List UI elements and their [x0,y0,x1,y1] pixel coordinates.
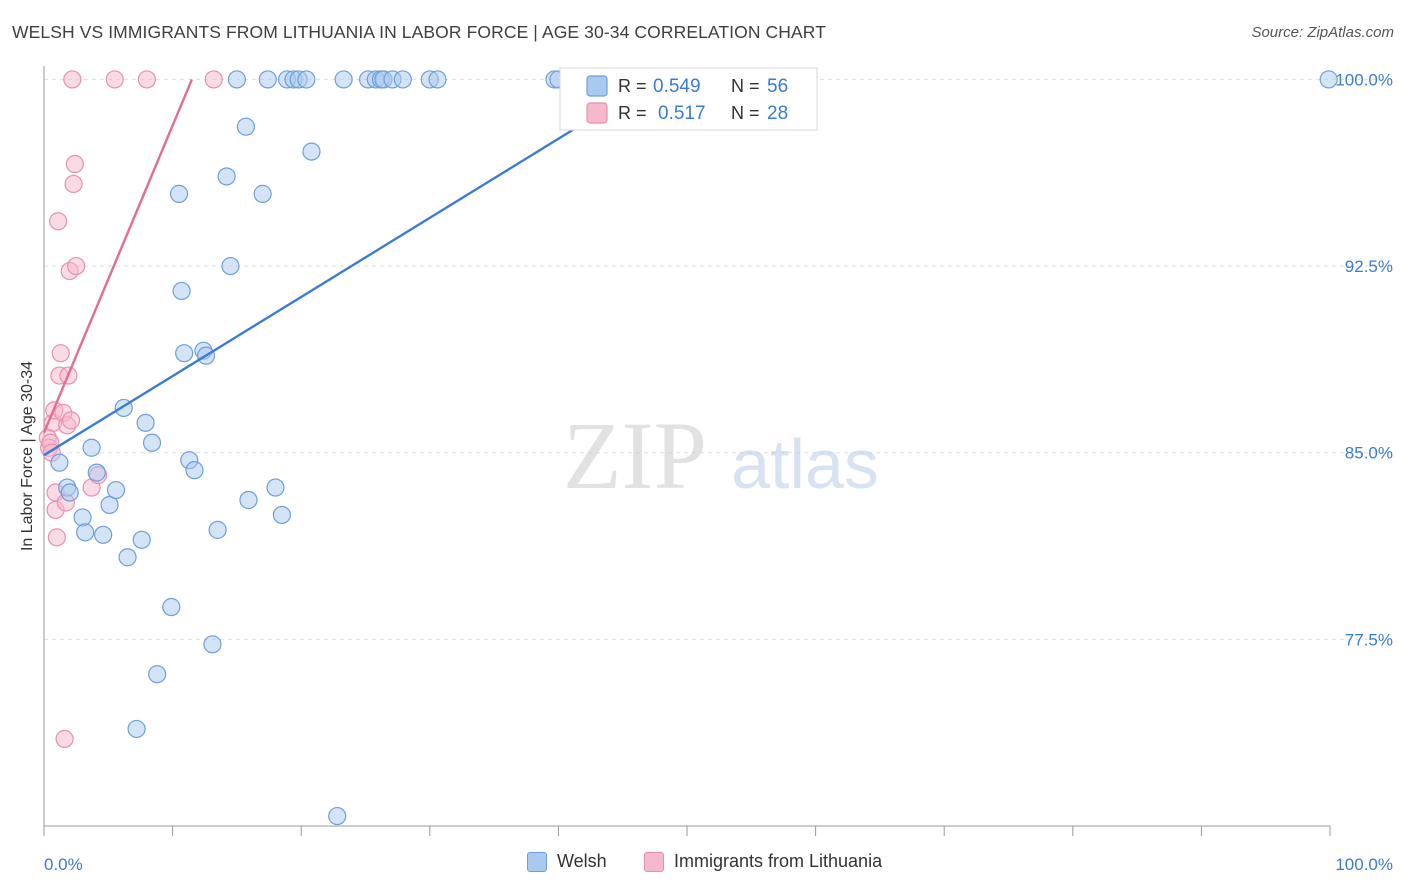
x-tick-label-0: 0.0% [44,855,83,874]
legend-n-label-lithuania: N = [731,103,760,123]
welsh-point-16 [148,665,167,684]
lithuania-point-8 [47,528,66,547]
legend-n-value-welsh: 56 [767,76,788,97]
legend-label-lithuania: Immigrants from Lithuania [674,851,883,871]
lithuania-point-18 [61,411,81,430]
y-tick-label-0: 77.5% [1345,630,1393,649]
welsh-point-50 [428,70,447,89]
watermark-atlas: atlas [731,425,879,503]
legend-r-label-lithuania: R = [618,103,647,123]
lithuania-point-13 [55,729,74,748]
lithuania-point-11 [51,344,70,363]
legend-n-label-welsh: N = [731,76,760,96]
tick-labels: 77.5% 85.0% 92.5% 100.0% 0.0% 100.0% [44,70,1393,874]
welsh-point-18 [169,184,189,203]
lithuania-point-20 [64,174,83,194]
welsh-point-26 [208,520,227,539]
welsh-point-7 [94,525,113,544]
watermark-zip: ZIP [563,402,707,509]
trend-lines [42,78,656,457]
welsh-point-2 [60,483,79,502]
y-tick-label-2: 92.5% [1345,257,1393,276]
welsh-point-40 [302,142,321,161]
y-tick-label-3: 100.0% [1335,70,1393,89]
welsh-point-42 [334,70,353,89]
lithuania-point-22 [67,256,86,276]
welsh-point-3 [73,508,92,527]
trend-line-lithuania [42,78,193,434]
lithuania-point-9 [49,212,68,231]
welsh-point-27 [217,167,236,186]
legend-r-label-welsh: R = [618,76,647,96]
welsh-point-28 [221,256,240,276]
welsh-point-9 [106,480,126,500]
welsh-point-25 [203,635,222,654]
welsh-point-13 [132,530,151,549]
legend-label-welsh: Welsh [557,851,607,871]
legend-item-lithuania[interactable]: Immigrants from Lithuania [644,851,882,872]
welsh-point-29 [227,70,246,89]
welsh-point-35 [272,505,292,525]
legend-swatch-welsh-bottom [527,851,547,872]
welsh-point-19 [172,281,191,301]
welsh-point-20 [175,344,194,363]
welsh-point-15 [142,433,162,452]
welsh-point-30 [236,117,256,136]
lithuania-point-19 [63,70,82,89]
legend-stats-box: R = 0.549 N = 56 R = 0.517 N = 28 [559,67,818,131]
x-tick-label-1: 100.0% [1335,855,1393,874]
welsh-point-41 [328,806,347,826]
legend-swatch-welsh [586,75,608,97]
y-tick-label-1: 85.0% [1345,444,1393,463]
watermark: ZIP atlas [563,402,879,509]
welsh-point-17 [162,597,181,617]
series-welsh-points [50,70,1338,826]
legend-swatch-lithuania-bottom [644,851,664,872]
welsh-point-48 [393,70,412,89]
welsh-point-11 [118,548,137,567]
trend-line-welsh [43,78,656,457]
legend-r-value-welsh: 0.549 [653,76,701,97]
welsh-point-31 [239,490,258,510]
legend-swatch-lithuania [586,102,608,124]
welsh-point-5 [82,438,101,457]
welsh-point-6 [87,463,106,482]
lithuania-point-21 [65,154,84,174]
source-credit: Source: ZipAtlas.com [1251,24,1394,41]
lithuania-point-25 [105,70,124,89]
series-legend: Welsh Immigrants from Lithuania [0,851,1406,877]
legend-item-welsh[interactable]: Welsh [527,851,607,872]
lithuania-point-27 [204,70,223,89]
lithuania-point-26 [137,70,156,89]
welsh-point-4 [76,523,95,542]
chart-title: WELSH VS IMMIGRANTS FROM LITHUANIA IN LA… [12,22,827,42]
grid-lines [44,78,1395,640]
legend-r-value-lithuania: 0.517 [658,103,706,124]
welsh-point-39 [297,70,316,89]
welsh-point-14 [136,413,155,432]
legend-n-value-lithuania: 28 [767,103,788,124]
welsh-point-34 [266,478,285,497]
welsh-point-22 [185,461,204,480]
welsh-point-55 [1319,70,1338,89]
welsh-point-33 [258,70,277,89]
welsh-point-0 [50,453,69,472]
welsh-point-12 [127,719,146,739]
welsh-point-32 [253,184,272,203]
